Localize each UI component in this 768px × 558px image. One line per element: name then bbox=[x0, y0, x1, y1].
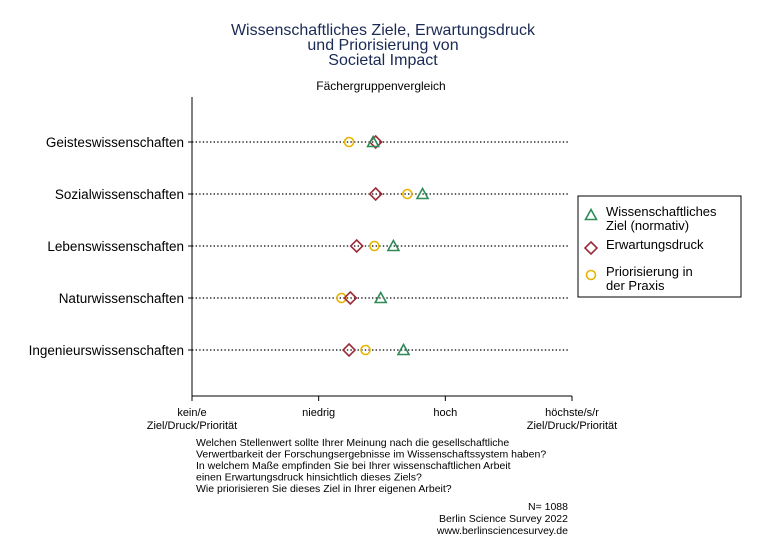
category-label: Geisteswissenschaften bbox=[46, 135, 184, 150]
data-point-diamond bbox=[351, 240, 363, 252]
x-tick-label: kein/e bbox=[177, 407, 206, 419]
question-notes: Welchen Stellenwert sollte Ihrer Meinung… bbox=[196, 437, 546, 495]
legend-label: Priorisierung in bbox=[606, 264, 693, 279]
footer-line: Berlin Science Survey 2022 bbox=[439, 513, 568, 525]
footer-line: N= 1088 bbox=[528, 501, 568, 513]
x-tick-label: niedrig bbox=[302, 407, 335, 419]
note-line: In welchem Maße empfinden Sie bei Ihrer … bbox=[196, 460, 511, 472]
chart-subtitle: Fächergruppenvergleich bbox=[316, 79, 445, 93]
category-label: Naturwissenschaften bbox=[59, 291, 184, 306]
x-tick-label: hoch bbox=[433, 407, 457, 419]
legend-label: der Praxis bbox=[606, 278, 665, 293]
category-rows: Geisteswissenschaften Sozialwissenschafte… bbox=[29, 135, 570, 358]
legend-label: Wissenschaftliches bbox=[606, 204, 717, 219]
note-line: Verwertbarkeit der Forschungsergebnisse … bbox=[196, 449, 546, 461]
chart-title: Wissenschaftliches Ziele, Erwartungsdruc… bbox=[231, 22, 536, 69]
chart-title-line: Societal Impact bbox=[328, 52, 438, 69]
data-point-circle bbox=[370, 242, 379, 251]
category-label: Ingenieurswissenschaften bbox=[29, 343, 184, 358]
x-tick-label: Ziel/Druck/Priorität bbox=[527, 420, 617, 432]
legend-label: Erwartungsdruck bbox=[606, 237, 704, 252]
data-point-circle bbox=[345, 138, 354, 147]
note-line: einen Erwartungsdruck hinsichtlich diese… bbox=[196, 472, 422, 484]
data-markers bbox=[337, 136, 428, 356]
footer-line: www.berlinsciencesurvey.de bbox=[436, 525, 568, 537]
category-label: Lebenswissenschaften bbox=[47, 239, 184, 254]
x-tick-label: Ziel/Druck/Priorität bbox=[147, 420, 237, 432]
note-line: Wie priorisieren Sie dieses Ziel in Ihre… bbox=[196, 483, 452, 495]
legend-label: Ziel (normativ) bbox=[606, 218, 689, 233]
x-tick-label: höchste/s/r bbox=[545, 407, 599, 419]
note-line: Welchen Stellenwert sollte Ihrer Meinung… bbox=[196, 437, 509, 449]
data-point-triangle bbox=[398, 345, 409, 355]
data-point-diamond bbox=[343, 344, 355, 356]
data-point-circle bbox=[403, 190, 412, 199]
category-label: Sozialwissenschaften bbox=[55, 187, 184, 202]
